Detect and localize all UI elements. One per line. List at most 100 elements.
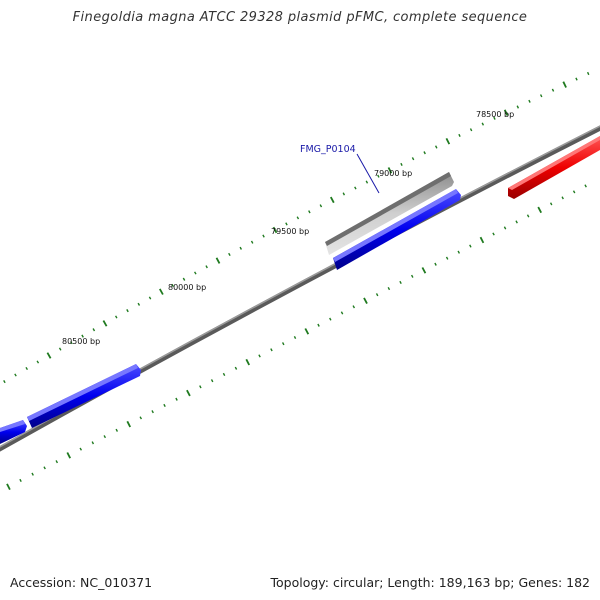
tick-mark [163, 403, 166, 408]
tick-mark [70, 341, 73, 345]
tick-mark [296, 216, 300, 220]
tick-mark [354, 186, 357, 190]
tick-mark [387, 286, 391, 291]
gene-reverse-blue-3[interactable] [0, 420, 27, 444]
tick-mark [272, 226, 278, 234]
tick-ring-outer [3, 71, 590, 384]
tick-mark [365, 180, 369, 184]
tick-mark [205, 265, 208, 269]
tick-mark [375, 293, 379, 297]
tick-mark [503, 109, 509, 116]
tick-mark [399, 280, 402, 285]
tick-mark [182, 277, 186, 281]
tick-mark [19, 478, 22, 483]
tick-mark [434, 145, 438, 149]
tick-mark [58, 347, 62, 351]
tick-mark [3, 380, 6, 384]
tick-mark [411, 157, 415, 161]
tick-mark [479, 236, 485, 244]
tick-mark [222, 372, 226, 377]
tick-mark [66, 452, 72, 459]
tick-mark [423, 151, 426, 155]
gene-fmg-p0104[interactable] [325, 172, 454, 255]
tick-mark [481, 122, 485, 126]
tick-mark [262, 234, 265, 238]
tick-mark [14, 373, 17, 377]
tick-mark [79, 447, 83, 451]
position-label-79000: 79000 bp [374, 169, 412, 178]
tick-mark [421, 267, 427, 274]
gene-label-leader [356, 153, 380, 194]
tick-mark [526, 214, 530, 218]
position-label-78500: 78500 bp [476, 110, 514, 119]
tick-mark [445, 256, 449, 260]
sequence-summary: Topology: circular; Length: 189,163 bp; … [270, 575, 591, 590]
tick-mark [584, 184, 587, 188]
tick-mark [304, 328, 310, 335]
tick-mark [43, 466, 46, 470]
tick-mark [193, 271, 197, 275]
tick-mark [245, 358, 251, 366]
tick-mark [319, 204, 323, 208]
position-label-79500: 79500 bp [271, 227, 309, 236]
position-label-80000: 80000 bp [168, 283, 206, 292]
tick-mark [503, 226, 507, 230]
tick-mark [199, 385, 202, 389]
tick-mark [46, 352, 52, 359]
tick-mark [126, 420, 132, 428]
tick-mark [516, 105, 520, 109]
gene-reverse-blue-1[interactable] [333, 189, 461, 270]
tick-mark [281, 342, 285, 346]
tick-mark [285, 222, 288, 226]
tick-mark [210, 379, 214, 383]
tick-mark [91, 441, 95, 445]
tick-mark [115, 428, 119, 432]
tick-mark [575, 77, 578, 81]
tick-mark [493, 116, 496, 120]
tick-mark [293, 335, 297, 340]
tick-mark [6, 483, 11, 491]
tick-mark [102, 320, 108, 327]
tick-mark [340, 311, 344, 315]
tick-mark [329, 317, 332, 321]
tick-mark [469, 128, 473, 132]
tick-mark [31, 472, 34, 476]
tick-mark [342, 192, 346, 196]
tick-mark [515, 220, 518, 224]
tick-mark [492, 232, 495, 236]
gene-label-fmg-p0104[interactable]: FMG_P0104 [300, 144, 356, 155]
tick-mark [81, 334, 84, 338]
gene-forward-red[interactable] [508, 136, 600, 199]
map-title: Finegoldia magna ATCC 29328 plasmid pFMC… [72, 10, 528, 25]
tick-mark [528, 99, 531, 103]
position-label-80500: 80500 bp [62, 337, 100, 346]
tick-mark [400, 162, 403, 167]
tick-mark [92, 328, 96, 332]
tick-mark [258, 354, 261, 358]
tick-mark [539, 94, 543, 98]
tick-mark [352, 305, 356, 309]
tick-mark [148, 296, 152, 300]
tick-mark [387, 167, 393, 174]
tick-mark [469, 244, 472, 248]
tick-mark [55, 460, 59, 464]
tick-mark [103, 435, 107, 439]
accession-text: Accession: NC_010371 [10, 575, 153, 590]
tick-mark [114, 315, 118, 319]
tick-mark [445, 137, 451, 145]
gene-reverse-blue-2[interactable] [27, 364, 141, 428]
tick-mark [215, 257, 221, 264]
tick-mark [561, 196, 564, 200]
tick-mark [139, 416, 143, 420]
tick-mark [457, 250, 461, 254]
tick-ring-inner [6, 184, 587, 491]
tick-mark [36, 360, 40, 364]
tick-mark [586, 71, 590, 76]
tick-mark [363, 297, 368, 305]
tick-mark [137, 302, 141, 306]
tick-mark [126, 309, 129, 313]
tick-mark [549, 202, 553, 206]
tick-mark [317, 323, 320, 327]
tick-mark [186, 389, 191, 397]
